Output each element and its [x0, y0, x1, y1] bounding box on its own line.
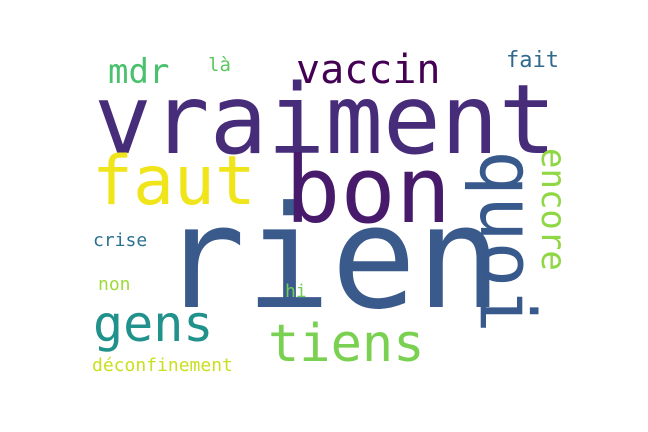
word-mdr: mdr	[108, 52, 170, 92]
word-tiens: tiens	[268, 314, 425, 374]
word-vaccin: vaccin	[296, 47, 441, 93]
word-encore: encore	[533, 148, 573, 271]
word-la: là	[208, 54, 231, 76]
word-bon: bon	[285, 137, 452, 244]
word-fait: fait	[506, 48, 559, 73]
word-hi: hi	[285, 281, 307, 302]
word-gens: gens	[93, 295, 214, 353]
word-rien: rien	[160, 176, 502, 341]
word-crise: crise	[93, 230, 148, 251]
word-deconfinement: déconfinement	[92, 355, 233, 376]
word-vraiment: vraiment	[94, 64, 557, 176]
word-faut: faut	[92, 142, 256, 221]
word-non: non	[98, 274, 131, 295]
